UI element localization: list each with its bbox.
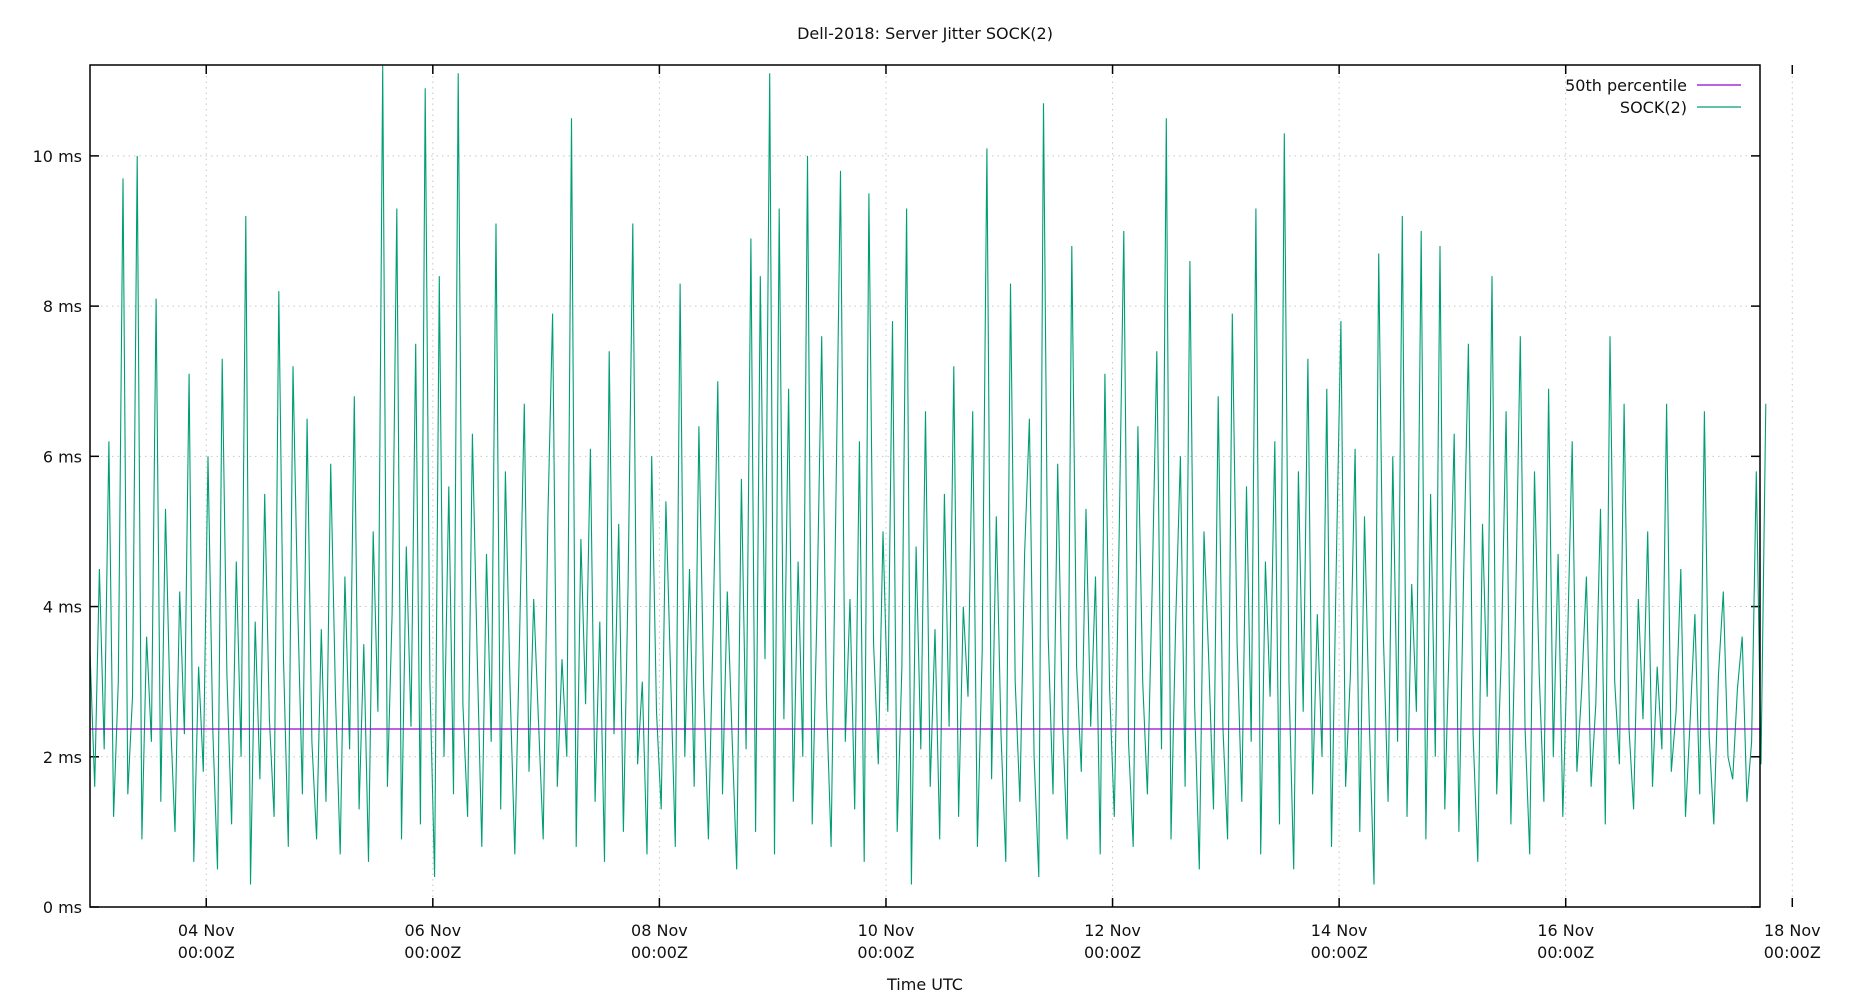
- legend-label-50th-percentile: 50th percentile: [1565, 76, 1687, 95]
- y-tick-label: 2 ms: [43, 748, 82, 767]
- x-tick-label: 18 Nov: [1764, 921, 1821, 940]
- series-layer: [89, 65, 1767, 885]
- x-tick-label: 10 Nov: [858, 921, 915, 940]
- x-tick-label: 00:00Z: [1084, 943, 1141, 962]
- x-tick-label: 00:00Z: [404, 943, 461, 962]
- y-tick-label: 8 ms: [43, 297, 82, 316]
- x-tick-label: 00:00Z: [1311, 943, 1368, 962]
- y-tick-label: 10 ms: [33, 147, 82, 166]
- x-tick-label: 12 Nov: [1084, 921, 1141, 940]
- x-axis-label: Time UTC: [886, 975, 963, 994]
- y-tick-label: 4 ms: [43, 598, 82, 617]
- grid: [90, 65, 1793, 907]
- x-tick-label: 08 Nov: [631, 921, 688, 940]
- plot-frame: [89, 64, 1761, 908]
- x-axis: 04 Nov 00:00Z 06 Nov 00:00Z 08 Nov 00:00Z 10 N…: [178, 65, 1821, 962]
- x-tick-label: 00:00Z: [1764, 943, 1821, 962]
- x-tick-label: 06 Nov: [404, 921, 461, 940]
- x-tick-label: 00:00Z: [631, 943, 688, 962]
- x-tick-label: 00:00Z: [178, 943, 235, 962]
- x-tick-label: 14 Nov: [1311, 921, 1368, 940]
- series-line-sock2: [89, 65, 1767, 885]
- legend: 50th percentile SOCK(2): [1565, 76, 1741, 117]
- y-axis: 0 ms 2 ms 4 ms 6 ms 8 ms 10 ms: [33, 147, 1760, 917]
- y-tick-label: 0 ms: [43, 898, 82, 917]
- x-tick-label: 00:00Z: [857, 943, 914, 962]
- x-tick-label: 16 Nov: [1537, 921, 1594, 940]
- legend-label-sock2: SOCK(2): [1620, 98, 1687, 117]
- chart-title: Dell-2018: Server Jitter SOCK(2): [797, 24, 1053, 43]
- x-tick-label: 04 Nov: [178, 921, 235, 940]
- y-tick-label: 6 ms: [43, 447, 82, 466]
- x-tick-label: 00:00Z: [1537, 943, 1594, 962]
